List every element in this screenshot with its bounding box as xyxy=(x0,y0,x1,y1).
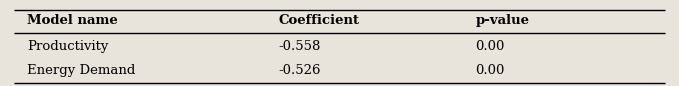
Text: Productivity: Productivity xyxy=(27,40,109,53)
Text: Model name: Model name xyxy=(27,14,118,27)
Text: Coefficient: Coefficient xyxy=(278,14,359,27)
Text: 0.00: 0.00 xyxy=(475,40,504,53)
Text: Energy Demand: Energy Demand xyxy=(27,64,136,77)
Text: -0.526: -0.526 xyxy=(278,64,321,77)
Text: p-value: p-value xyxy=(475,14,530,27)
Text: -0.558: -0.558 xyxy=(278,40,320,53)
Text: 0.00: 0.00 xyxy=(475,64,504,77)
